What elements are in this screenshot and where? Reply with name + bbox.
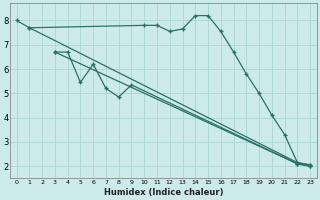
X-axis label: Humidex (Indice chaleur): Humidex (Indice chaleur) (104, 188, 223, 197)
